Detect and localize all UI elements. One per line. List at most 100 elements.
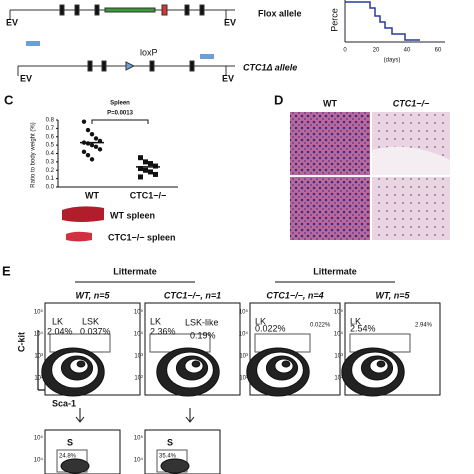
spleen-label: CTC1−/− spleen xyxy=(108,232,176,242)
ev-label: EV xyxy=(224,17,236,27)
data-point xyxy=(148,161,153,167)
flow-tick-label: 10⁴ xyxy=(134,457,144,464)
contour xyxy=(281,360,291,368)
gate-label: 2.94% xyxy=(415,323,433,329)
data-point xyxy=(138,166,143,172)
gate-label: 2.54% xyxy=(350,323,376,333)
data-point xyxy=(97,147,103,152)
panel-letter: C xyxy=(4,92,14,107)
gate-label: LSK xyxy=(82,316,99,326)
p-value: P=0.0013 xyxy=(107,111,134,117)
gene-maps xyxy=(9,4,235,76)
allele-label: Flox allele xyxy=(258,8,302,18)
plot-title: CTC1−/−, n=4 xyxy=(266,290,323,300)
flow-tick-label: 10⁵ xyxy=(34,435,44,442)
gate-label: LK xyxy=(150,316,161,326)
y-tick-label: 0.4 xyxy=(46,151,55,157)
y-tick-label: 0.2 xyxy=(46,168,55,174)
contour xyxy=(76,360,86,368)
y-tick-label: 0.5 xyxy=(46,143,55,149)
gate-label: 0.037% xyxy=(80,326,111,336)
spleen-label: WT spleen xyxy=(110,210,155,220)
gate-label: S xyxy=(67,437,73,447)
gate-label: 2.04% xyxy=(47,326,73,336)
x-tick-label: 60 xyxy=(435,48,442,54)
data-point xyxy=(89,157,95,162)
gate-label: LSK-like xyxy=(185,317,219,327)
panel-letter: D xyxy=(274,92,283,107)
x-tick-label: CTC1−/− xyxy=(130,190,167,200)
axis-label: Sca-1 xyxy=(52,398,76,408)
contour xyxy=(376,360,386,368)
gate-label: LK xyxy=(350,316,361,326)
plot-title: WT, n=5 xyxy=(375,290,410,300)
data-point xyxy=(93,136,99,141)
y-tick-label: 0.3 xyxy=(46,159,55,165)
flow-tick-label: 10⁴ xyxy=(239,331,249,338)
y-tick-label: 0.6 xyxy=(46,134,55,140)
column-label: WT xyxy=(323,98,337,108)
y-tick-label: 0.8 xyxy=(46,118,55,124)
data-point xyxy=(81,119,87,124)
data-point xyxy=(153,163,158,169)
flow-tick-label: 10⁵ xyxy=(334,309,344,316)
data-point xyxy=(138,174,143,180)
group-label: Littermate xyxy=(113,266,157,276)
gate-label: 2.36% xyxy=(150,326,176,336)
flow-tick-label: 10⁴ xyxy=(334,331,344,338)
data-point xyxy=(93,144,99,149)
contour xyxy=(60,458,90,474)
flow-tick-label: 10⁵ xyxy=(239,309,249,316)
data-point xyxy=(153,171,158,177)
gate-label: LK xyxy=(255,316,266,326)
gate-label: 0.022% xyxy=(255,323,286,333)
flow-tick-label: 10⁴ xyxy=(134,331,144,338)
gate-label: LK xyxy=(52,316,63,326)
y-tick-label: 0.0 xyxy=(46,185,55,191)
flow-tick-label: 10² xyxy=(134,376,143,382)
flow-tick-label: 10⁴ xyxy=(34,331,44,338)
flow-tick-label: 10³ xyxy=(239,354,248,360)
data-point xyxy=(85,127,91,133)
ev-label: EV xyxy=(6,17,18,27)
contour xyxy=(160,458,190,474)
panel-c-frame xyxy=(57,119,178,242)
flow-tick-label: 10³ xyxy=(34,354,43,360)
x-tick-label: WT xyxy=(85,190,99,200)
gate-label: 24.8% xyxy=(59,454,77,460)
y-tick-label: 0.7 xyxy=(46,126,55,132)
data-point xyxy=(89,132,95,137)
flow-tick-label: 10² xyxy=(34,376,43,382)
plot-title: Spleen xyxy=(110,101,130,107)
panel-letter: E xyxy=(2,263,11,278)
axis-label: (days) xyxy=(384,58,401,64)
flow-tick-label: 10² xyxy=(334,376,343,382)
axis-label: Perce xyxy=(329,8,339,32)
axis-label: Ratio to body weight (%) xyxy=(31,122,37,187)
group-label: Littermate xyxy=(313,266,357,276)
y-tick-label: 0.1 xyxy=(46,176,55,182)
data-point xyxy=(89,142,95,148)
survival-plot xyxy=(344,0,445,43)
ev-label: EV xyxy=(222,73,234,83)
x-tick-label: 40 xyxy=(404,48,411,54)
gate-label: S xyxy=(167,437,173,447)
gate-label: 35.4% xyxy=(159,454,177,460)
flow-tick-label: 10³ xyxy=(134,354,143,360)
ev-label: EV xyxy=(20,73,32,83)
data-point xyxy=(85,152,91,158)
gate-label: 0.022% xyxy=(310,323,331,329)
plot-title: CTC1−/−, n=1 xyxy=(164,290,221,300)
contour xyxy=(191,360,201,368)
x-tick-label: 20 xyxy=(373,48,380,54)
flow-tick-label: 10⁵ xyxy=(134,435,144,442)
flow-tick-label: 10⁵ xyxy=(34,309,44,316)
plot-title: WT, n=5 xyxy=(75,290,110,300)
flow-tick-label: 10⁴ xyxy=(34,457,44,464)
flow-tick-label: 10³ xyxy=(334,354,343,360)
data-point xyxy=(143,159,148,165)
column-label: CTC1−/− xyxy=(393,98,430,108)
allele-label: CTC1Δ allele xyxy=(243,62,297,72)
data-point xyxy=(138,155,143,161)
